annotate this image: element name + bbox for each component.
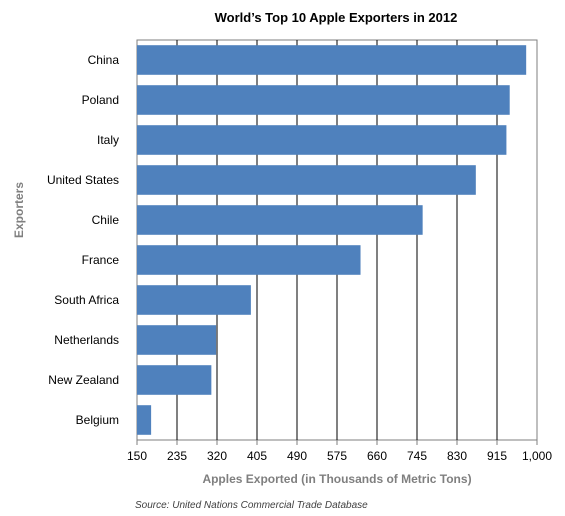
x-tick-label: 405	[247, 449, 267, 463]
category-label: South Africa	[54, 293, 119, 307]
category-labels: China Poland Italy United States Chile France…	[47, 53, 119, 427]
x-tick-label: 830	[447, 449, 467, 463]
category-label: Poland	[82, 93, 119, 107]
bar	[137, 165, 476, 195]
x-tick-label: 320	[207, 449, 227, 463]
y-axis-label: Exporters	[12, 182, 26, 238]
bar	[137, 125, 507, 155]
category-label: Belgium	[76, 413, 119, 427]
x-tick-label: 490	[287, 449, 307, 463]
category-label: France	[82, 253, 120, 267]
x-tick-label: 235	[167, 449, 187, 463]
x-tick-label: 1,000	[522, 449, 552, 463]
source-note: Source: United Nations Commercial Trade …	[135, 500, 368, 511]
bar	[137, 285, 251, 315]
category-label: United States	[47, 173, 119, 187]
x-tick-label: 745	[407, 449, 427, 463]
bar	[137, 405, 152, 435]
bar	[137, 205, 423, 235]
x-tick-label: 660	[367, 449, 387, 463]
x-tick-label: 150	[127, 449, 147, 463]
bar	[137, 45, 527, 75]
category-label: Chile	[92, 213, 120, 227]
bar	[137, 245, 361, 275]
x-tick-label: 915	[487, 449, 507, 463]
bar	[137, 365, 212, 395]
category-label: China	[88, 53, 120, 67]
bar	[137, 85, 510, 115]
category-label: Italy	[97, 133, 119, 147]
category-label: Netherlands	[54, 333, 119, 347]
category-label: New Zealand	[48, 373, 119, 387]
x-axis-label: Apples Exported (in Thousands of Metric …	[202, 472, 471, 486]
x-tick-label: 575	[327, 449, 347, 463]
bars	[137, 45, 527, 435]
x-tick-labels: 150 235 320 405 490 575 660 745 830 915 1,000	[127, 440, 552, 463]
bar	[137, 325, 217, 355]
chart-title: World’s Top 10 Apple Exporters in 2012	[215, 10, 458, 25]
